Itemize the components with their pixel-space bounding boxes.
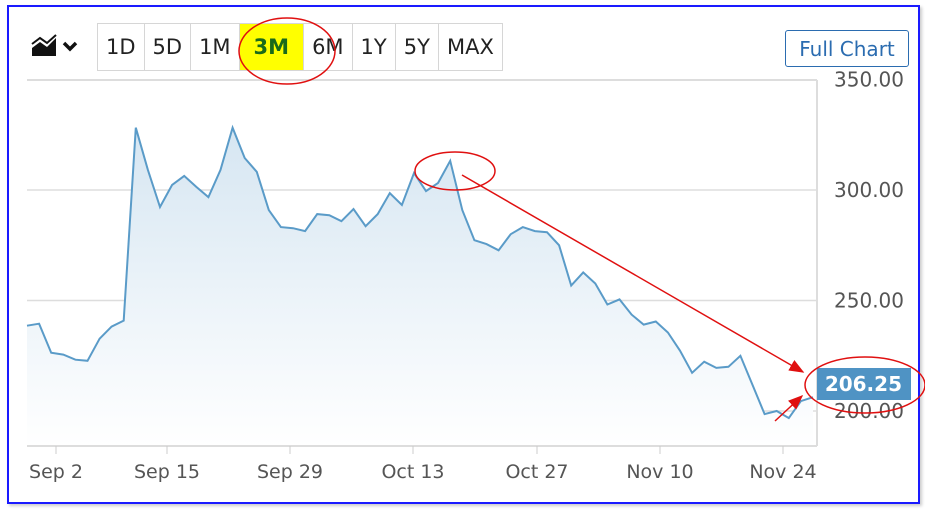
chevron-down-icon bbox=[62, 41, 78, 52]
annotation-circle-peak bbox=[414, 151, 496, 191]
x-tick-label: Sep 2 bbox=[29, 461, 83, 483]
range-max[interactable]: MAX bbox=[446, 35, 494, 59]
x-tick-label: Sep 29 bbox=[257, 461, 323, 483]
last-price-value: 206.25 bbox=[825, 372, 902, 396]
price-area bbox=[27, 127, 813, 446]
range-6m[interactable]: 6M bbox=[304, 24, 353, 70]
y-tick-label: 250.00 bbox=[834, 289, 904, 313]
chart-widget bbox=[7, 5, 920, 504]
x-tick-label: Nov 10 bbox=[626, 461, 693, 483]
area-chart-icon[interactable] bbox=[30, 34, 86, 58]
x-tick-label: Oct 27 bbox=[505, 461, 568, 483]
annotation-arrow-price bbox=[774, 394, 804, 422]
range-5d[interactable]: 5D bbox=[145, 24, 192, 70]
full-chart-button[interactable]: Full Chart bbox=[785, 30, 909, 67]
price-line bbox=[26, 124, 814, 420]
annotation-circle-price bbox=[804, 356, 925, 414]
x-tick-label: Nov 24 bbox=[749, 461, 816, 483]
x-tick-label: Oct 13 bbox=[381, 461, 444, 483]
y-tick-label: 350.00 bbox=[834, 68, 904, 92]
range-5y[interactable]: 5Y bbox=[396, 24, 439, 70]
x-tick-label: Sep 15 bbox=[134, 461, 200, 483]
annotation-arrow-decline bbox=[461, 174, 805, 373]
range-1y[interactable]: 1Y bbox=[353, 24, 396, 70]
range-3m[interactable]: 3M bbox=[239, 24, 305, 70]
range-1d[interactable]: 1D bbox=[98, 24, 145, 70]
y-tick-label: 300.00 bbox=[834, 178, 904, 202]
last-price-tag bbox=[817, 368, 911, 400]
annotation-circle-3m bbox=[238, 17, 336, 85]
